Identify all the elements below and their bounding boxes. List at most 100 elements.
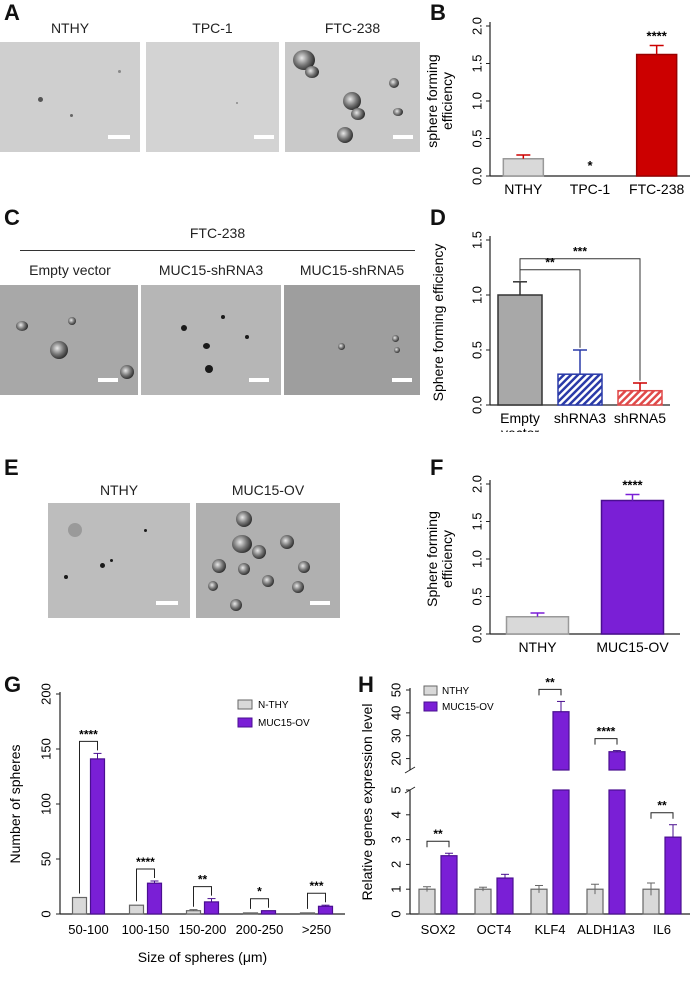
y-tick-label: 30	[388, 728, 403, 742]
scale-bar	[249, 378, 269, 382]
group-header-ftc238: FTC-238	[189, 225, 246, 241]
bar-muc15-ov	[89, 758, 106, 915]
significance-mark: **	[198, 873, 208, 887]
y-tick-label: 20	[388, 751, 403, 765]
x-tick-label: SOX2	[421, 922, 456, 937]
scale-bar	[98, 378, 118, 382]
y-tick-label: 5	[388, 786, 403, 793]
panel-letter-f: F	[430, 455, 444, 480]
significance-bracket	[193, 886, 212, 907]
bar-1	[600, 499, 665, 635]
y-axis-label: Sphere forming	[425, 511, 440, 607]
y-tick-label: 1.5	[469, 512, 484, 530]
panel-letter-e: E	[4, 455, 19, 480]
bar-chart-b: 0.0 0.5 1.0 1.5 2.0 sphere forming efficiency N…	[425, 17, 690, 197]
x-tick-label: Empty	[500, 410, 540, 426]
y-tick-label: 50	[38, 852, 53, 866]
y-tick-label: 0.0	[469, 167, 484, 185]
bar-n-thy	[242, 912, 259, 915]
significance-mark: ***	[573, 245, 587, 259]
significance-mark: ***	[309, 879, 323, 893]
bar-chart-g: 0 50 100 150 200 Number of spheres Size of sph…	[7, 683, 345, 965]
bar-muc15-ov	[664, 836, 682, 915]
significance-bracket	[136, 868, 155, 902]
image-label-shrna3: MUC15-shRNA3	[158, 262, 264, 278]
y-tick-label: 2.0	[469, 17, 484, 35]
significance-bracket	[426, 840, 450, 848]
bar-n-thy	[128, 904, 145, 915]
significance-mark: **	[545, 675, 555, 689]
significance-bracket	[250, 898, 269, 909]
significance-bracket	[307, 892, 326, 909]
micrograph-ftc238	[285, 42, 420, 152]
y-tick-label: 1.0	[469, 550, 484, 568]
significance-mark: **	[657, 799, 667, 813]
image-label-nthy-e: NTHY	[99, 482, 139, 498]
bar-n-thy	[299, 912, 316, 915]
significance-mark: ****	[597, 725, 616, 739]
bar-chart-h: 20 30 40 50 0 1 2 3 4 5 Relative genes expression …	[359, 675, 690, 937]
bar-muc15-ov-lower	[608, 789, 626, 915]
y-tick-label: 1.5	[469, 231, 484, 249]
bar-nthy	[474, 888, 492, 915]
significance-bracket	[79, 740, 98, 894]
y-tick-label: 50	[388, 683, 403, 697]
y-tick-label: 4	[388, 811, 403, 818]
panel-letter-h: H	[358, 672, 374, 697]
x-tick-label: TPC-1	[570, 181, 611, 197]
panel-letter-b: B	[430, 0, 446, 25]
y-tick-label: 100	[38, 793, 53, 815]
micrograph-nthy-e	[48, 503, 190, 618]
image-label-muc15-ov: MUC15-OV	[231, 482, 305, 498]
significance-bracket	[594, 738, 618, 745]
panel-letter-c: C	[4, 205, 20, 230]
x-tick-label: MUC15-OV	[596, 639, 669, 655]
micrograph-muc15-ov	[196, 503, 340, 618]
y-tick-label: 1	[388, 886, 403, 893]
bar-0	[505, 616, 570, 635]
y-tick-label: 200	[38, 683, 53, 705]
image-label-shrna5: MUC15-shRNA5	[299, 262, 405, 278]
y-tick-label: 2	[388, 861, 403, 868]
y-tick-label: 0.0	[469, 625, 484, 643]
y-tick-label: 1.0	[469, 92, 484, 110]
x-tick-label: vector	[501, 425, 539, 432]
bar-muc15-ov	[146, 882, 163, 915]
scale-bar	[393, 135, 413, 139]
legend-label: N-THY	[258, 700, 289, 711]
legend-label: NTHY	[442, 686, 470, 697]
panel-letter-g: G	[4, 672, 22, 697]
micrograph-empty-vector	[0, 285, 138, 395]
bar-chart-d: 0.0 0.5 1.0 1.5 Sphere forming efficiency Emp…	[430, 231, 670, 432]
image-label-ftc238: FTC-238	[324, 20, 381, 36]
x-tick-label: KLF4	[534, 922, 565, 937]
y-axis-label: Number of spheres	[7, 744, 23, 863]
bar-muc15-ov	[496, 877, 514, 915]
legend-swatch	[237, 717, 253, 728]
scale-bar	[108, 135, 130, 139]
significance-mark: *	[257, 885, 262, 899]
panel-letter-d: D	[430, 205, 446, 230]
bar-2	[635, 53, 678, 177]
scale-bar	[156, 601, 178, 605]
y-tick-label: 150	[38, 738, 53, 760]
bar-0	[497, 294, 543, 406]
image-label-empty-vector: Empty vector	[29, 262, 111, 278]
x-axis-label: Size of spheres (μm)	[138, 949, 267, 965]
significance-bracket	[538, 688, 562, 696]
x-tick-label: OCT4	[477, 922, 512, 937]
scale-bar	[254, 135, 274, 139]
bar-chart-f: 0.0 0.5 1.0 1.5 2.0 Sphere forming efficiency N…	[425, 475, 680, 655]
x-tick-label: 200-250	[236, 922, 284, 937]
bar-n-thy	[185, 910, 202, 915]
scale-bar	[310, 601, 330, 605]
y-axis-label: efficiency	[439, 530, 455, 588]
x-tick-label: 150-200	[179, 922, 227, 937]
significance-bracket	[650, 812, 674, 819]
significance-mark: *	[587, 158, 593, 173]
x-tick-label: shRNA3	[554, 410, 606, 426]
y-tick-label: 1.5	[469, 54, 484, 72]
legend-swatch	[237, 699, 253, 710]
x-tick-label: 100-150	[122, 922, 170, 937]
x-tick-label: 50-100	[68, 922, 108, 937]
